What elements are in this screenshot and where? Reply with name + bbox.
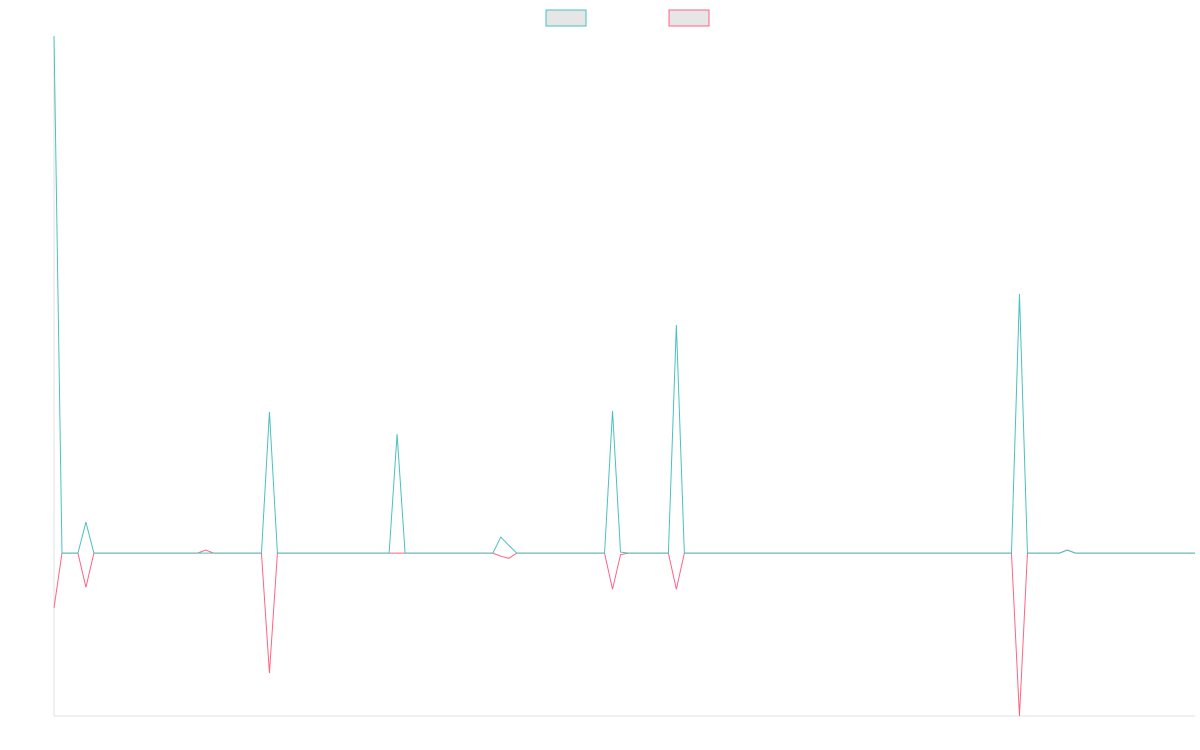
line-series (53, 549, 1195, 717)
line-series (53, 35, 1195, 554)
legend-swatch (545, 9, 587, 27)
legend-swatch (668, 9, 710, 27)
